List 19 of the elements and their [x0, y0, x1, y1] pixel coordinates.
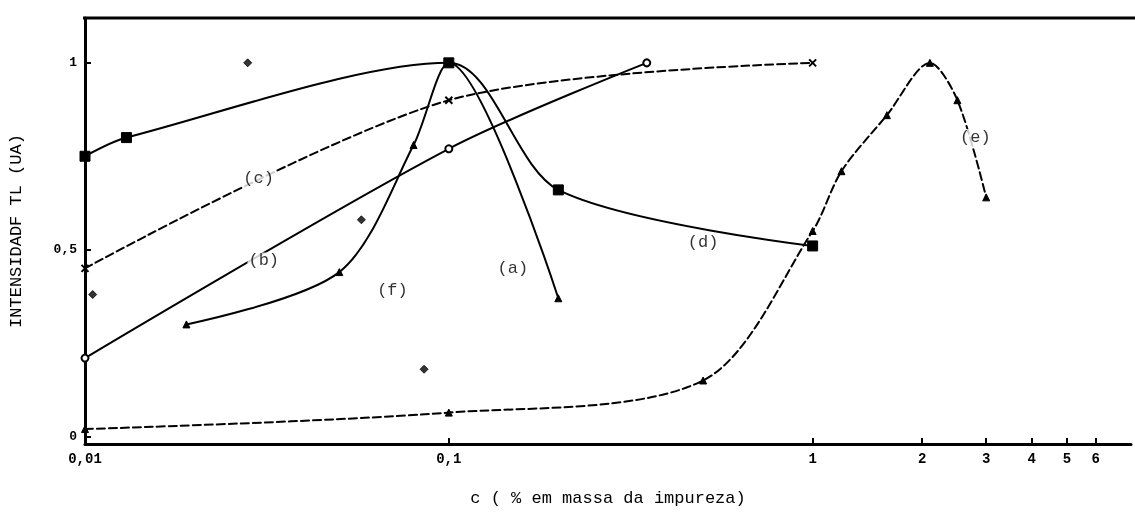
y-tick-label: 0 [69, 429, 78, 445]
x-tick-label: 2 [917, 451, 927, 467]
y-tick-label: 1 [69, 55, 78, 71]
annotation: (a) [497, 258, 529, 278]
x-tick-label: 3 [982, 451, 991, 467]
annotation: (d) [687, 232, 719, 252]
annotation: (c) [243, 169, 274, 189]
x-tick-label: 5 [1062, 451, 1072, 467]
x-axis-title: c ( % em massa da impureza) [470, 489, 746, 508]
x-tick-label: 6 [1091, 451, 1100, 467]
annotation: (f) [377, 281, 408, 301]
annotation: (b) [248, 251, 280, 271]
x-tick-label: 1 [808, 451, 817, 467]
y-axis-title: INTENSIDADF TL (UA) [7, 134, 26, 328]
annotation: (e) [960, 128, 991, 148]
x-tick-label: 4 [1027, 451, 1036, 467]
x-tick-label: 0,01 [68, 451, 102, 467]
x-tick-label: 0,1 [436, 451, 462, 467]
y-tick-label: 0,5 [53, 242, 78, 258]
